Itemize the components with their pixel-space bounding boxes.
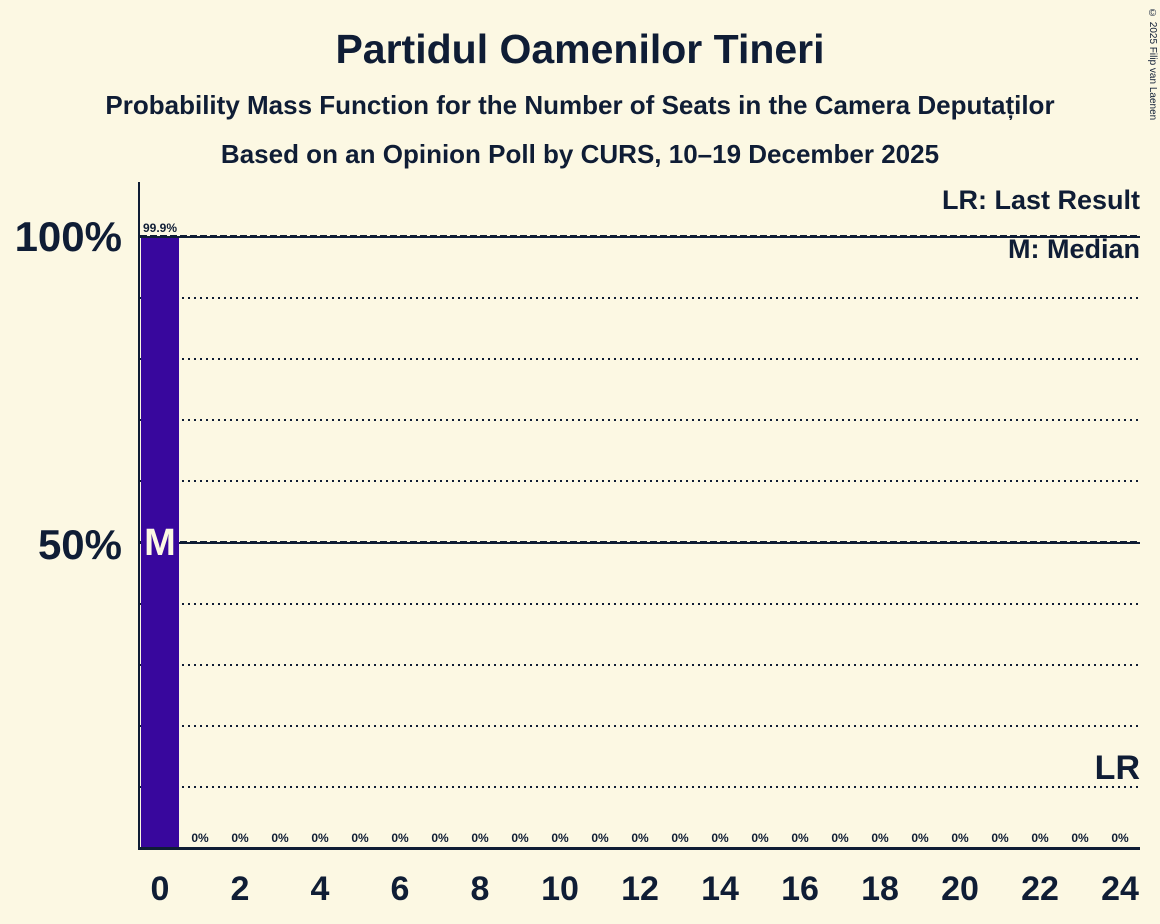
chart-title: Partidul Oamenilor Tineri xyxy=(335,26,825,72)
bar-value-label-seat-11: 0% xyxy=(591,831,609,845)
bar-value-label-seat-5: 0% xyxy=(351,831,369,845)
bar-value-label-seat-3: 0% xyxy=(271,831,289,845)
gridline-70-percent xyxy=(140,419,1140,422)
gridline-80-percent xyxy=(140,358,1140,361)
y-tick-label-100: 100% xyxy=(14,213,122,260)
median-marker: M xyxy=(144,521,176,564)
x-tick-label-24: 24 xyxy=(1101,870,1139,908)
x-tick-label-2: 2 xyxy=(230,870,250,908)
bar-value-label-seat-1: 0% xyxy=(191,831,209,845)
x-tick-label-0: 0 xyxy=(150,870,170,908)
bar-value-label-seat-9: 0% xyxy=(511,831,529,845)
bar-value-label-seat-2: 0% xyxy=(231,831,249,845)
chart-poll-source: Based on an Opinion Poll by CURS, 10–19 … xyxy=(220,139,940,169)
gridline-20-percent xyxy=(140,724,1140,727)
x-tick-label-6: 6 xyxy=(390,870,410,908)
gridline-100-percent xyxy=(140,235,1140,238)
gridline-60-percent xyxy=(140,480,1140,483)
x-axis-line xyxy=(138,847,1140,850)
bar-value-label-seat-20: 0% xyxy=(951,831,969,845)
bar-value-label-seat-16: 0% xyxy=(791,831,809,845)
x-tick-label-20: 20 xyxy=(941,870,979,908)
y-tick-label-50: 50% xyxy=(37,521,122,568)
gridline-50-percent xyxy=(140,540,1140,544)
bar-value-label-seat-18: 0% xyxy=(871,831,889,845)
bar-value-label-seat-17: 0% xyxy=(831,831,849,845)
bar-value-label-seat-7: 0% xyxy=(431,831,449,845)
gridline-90-percent xyxy=(140,297,1140,300)
gridline-30-percent xyxy=(140,663,1140,666)
bar-value-label-seat-24: 0% xyxy=(1111,831,1129,845)
bar-value-label-seat-19: 0% xyxy=(911,831,929,845)
bar-seat-0 xyxy=(141,237,179,847)
chart-subtitle: Probability Mass Function for the Number… xyxy=(105,90,1055,120)
x-tick-label-4: 4 xyxy=(310,870,330,908)
bar-value-label-seat-22: 0% xyxy=(1031,831,1049,845)
gridline-10-percent xyxy=(140,785,1140,788)
bar-value-label-seat-10: 0% xyxy=(551,831,569,845)
bar-value-label-seat-23: 0% xyxy=(1071,831,1089,845)
x-tick-label-22: 22 xyxy=(1021,870,1059,908)
x-tick-label-8: 8 xyxy=(470,870,490,908)
bar-value-label-seat-15: 0% xyxy=(751,831,769,845)
bar-value-label-seat-4: 0% xyxy=(311,831,329,845)
x-tick-label-10: 10 xyxy=(541,870,579,908)
bar-value-label-seat-8: 0% xyxy=(471,831,489,845)
gridline-40-percent xyxy=(140,602,1140,605)
last-result-marker: LR xyxy=(1094,748,1140,787)
bar-value-label-seat-6: 0% xyxy=(391,831,409,845)
legend-median: M: Median xyxy=(1008,234,1140,264)
x-tick-label-16: 16 xyxy=(781,870,819,908)
x-tick-label-12: 12 xyxy=(621,870,659,908)
legend-last-result: LR: Last Result xyxy=(941,185,1140,215)
bar-value-label-seat-12: 0% xyxy=(631,831,649,845)
copyright-notice: © 2025 Filip van Laenen xyxy=(1147,8,1158,121)
x-tick-label-18: 18 xyxy=(861,870,899,908)
bar-value-label-seat-13: 0% xyxy=(671,831,689,845)
y-axis-line xyxy=(138,182,140,850)
x-tick-label-14: 14 xyxy=(701,870,739,908)
bar-value-label-seat-0: 99.9% xyxy=(143,220,178,235)
bar-value-label-seat-21: 0% xyxy=(991,831,1009,845)
bar-value-label-seat-14: 0% xyxy=(711,831,729,845)
